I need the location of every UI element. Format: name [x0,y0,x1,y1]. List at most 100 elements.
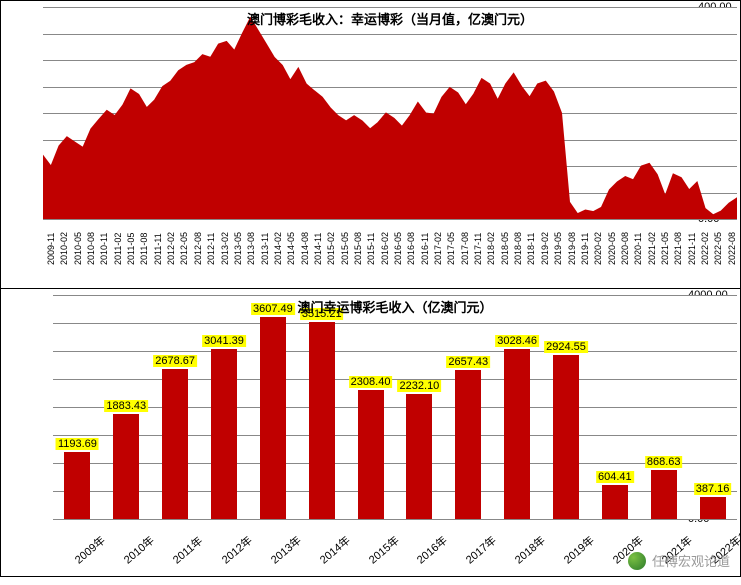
xtick: 2019-05 [553,232,563,265]
xtick: 2009-11 [46,233,56,265]
xtick: 2013-11 [260,233,270,265]
xtick: 2015-08 [353,232,363,265]
xtick: 2015-11 [366,233,376,265]
bar-value-label: 604.41 [596,471,634,483]
xtick: 2015-02 [326,232,336,265]
xtick: 2019-11 [580,233,590,265]
xtick: 2011-08 [139,233,149,265]
gridline [53,463,737,464]
bar-value-label: 1883.43 [104,400,148,412]
xtick: 2018年 [511,532,548,567]
top-plot-area: 澳门博彩毛收入：幸运博彩（当月值，亿澳门元） [43,7,737,219]
xtick: 2010-02 [59,232,69,265]
xtick: 2022-05 [713,232,723,265]
bar-value-label: 1193.69 [56,438,99,450]
bar-value-label: 3607.49 [251,303,295,315]
bar-value-label: 387.16 [694,483,732,495]
bar [700,497,726,519]
xtick: 2014-05 [286,232,296,265]
gridline [53,295,737,296]
gridline [53,323,737,324]
xtick: 2017-11 [473,233,483,265]
xtick: 2014-11 [313,233,323,265]
top-x-axis: 2009-112010-022010-052010-082010-112011-… [43,223,737,293]
xtick: 2020-05 [607,232,617,265]
watermark: 任博宏观论道 [628,551,730,570]
xtick: 2022-08 [727,232,737,265]
xtick: 2010-08 [86,232,96,265]
xtick: 2016-05 [393,232,403,265]
xtick: 2013-02 [220,232,230,265]
xtick: 2019-08 [567,232,577,265]
xtick: 2011-02 [113,233,123,265]
xtick: 2020-08 [620,232,630,265]
xtick: 2013年 [267,532,304,567]
bar [113,414,139,519]
bar [260,317,286,519]
xtick: 2022-02 [700,232,710,265]
xtick: 2011-11 [153,233,163,265]
gridline [53,351,737,352]
bar [211,349,237,519]
xtick: 2013-05 [233,232,243,265]
bar [162,369,188,519]
gridline [53,379,737,380]
xtick: 2009年 [71,532,108,567]
watermark-text: 任博宏观论道 [652,551,730,570]
xtick: 2021-08 [673,232,683,265]
xtick: 2017-02 [433,232,443,265]
bot-chart-title: 澳门幸运博彩毛收入（亿澳门元） [297,297,492,316]
xtick: 2020-11 [633,233,643,265]
xtick: 2018-02 [486,232,496,265]
xtick: 2017-05 [446,232,456,265]
xtick: 2020-02 [593,232,603,265]
bar-value-label: 3041.39 [202,335,246,347]
xtick: 2018-11 [526,233,536,265]
gridline [43,219,737,220]
bar [602,485,628,519]
bar [553,355,579,519]
monthly-area-chart: 0.0050.00100.00150.00200.00250.00300.003… [0,0,741,289]
bar-value-label: 868.63 [645,456,683,468]
xtick: 2011-05 [126,233,136,265]
xtick: 2014-02 [273,232,283,265]
xtick: 2018-08 [513,232,523,265]
xtick: 2010-11 [99,233,109,265]
bar-value-label: 2678.67 [153,355,197,367]
bar-value-label: 2232.10 [398,380,442,392]
xtick: 2021-05 [660,232,670,265]
xtick: 2012年 [218,532,255,567]
xtick: 2015年 [365,532,402,567]
xtick: 2014-08 [300,232,310,265]
bar-value-label: 3028.46 [495,335,539,347]
xtick: 2019年 [560,532,597,567]
xtick: 2013-08 [246,232,256,265]
xtick: 2016-11 [420,233,430,265]
xtick: 2010年 [120,532,157,567]
area-fill [43,7,737,219]
xtick: 2012-11 [206,233,216,265]
xtick: 2012-08 [193,232,203,265]
xtick: 2017年 [462,532,499,567]
xtick: 2015-05 [340,232,350,265]
bar-value-label: 2657.43 [446,356,490,368]
bar [406,394,432,519]
gridline [53,407,737,408]
bar [358,390,384,519]
top-chart-title: 澳门博彩毛收入：幸运博彩（当月值，亿澳门元） [247,9,533,28]
bar [651,470,677,519]
gridline [53,491,737,492]
bar [504,349,530,519]
gridline [53,435,737,436]
annual-bar-chart: 0.00500.001000.001500.002000.002500.0030… [0,289,741,577]
xtick: 2017-08 [460,232,470,265]
bar [309,322,335,519]
bar [455,370,481,519]
xtick: 2012-05 [179,232,189,265]
xtick: 2016-02 [380,232,390,265]
xtick: 2012-02 [166,232,176,265]
xtick: 2016-08 [406,232,416,265]
xtick: 2014年 [316,532,353,567]
xtick: 2021-02 [647,232,657,265]
xtick: 2011年 [169,533,206,568]
